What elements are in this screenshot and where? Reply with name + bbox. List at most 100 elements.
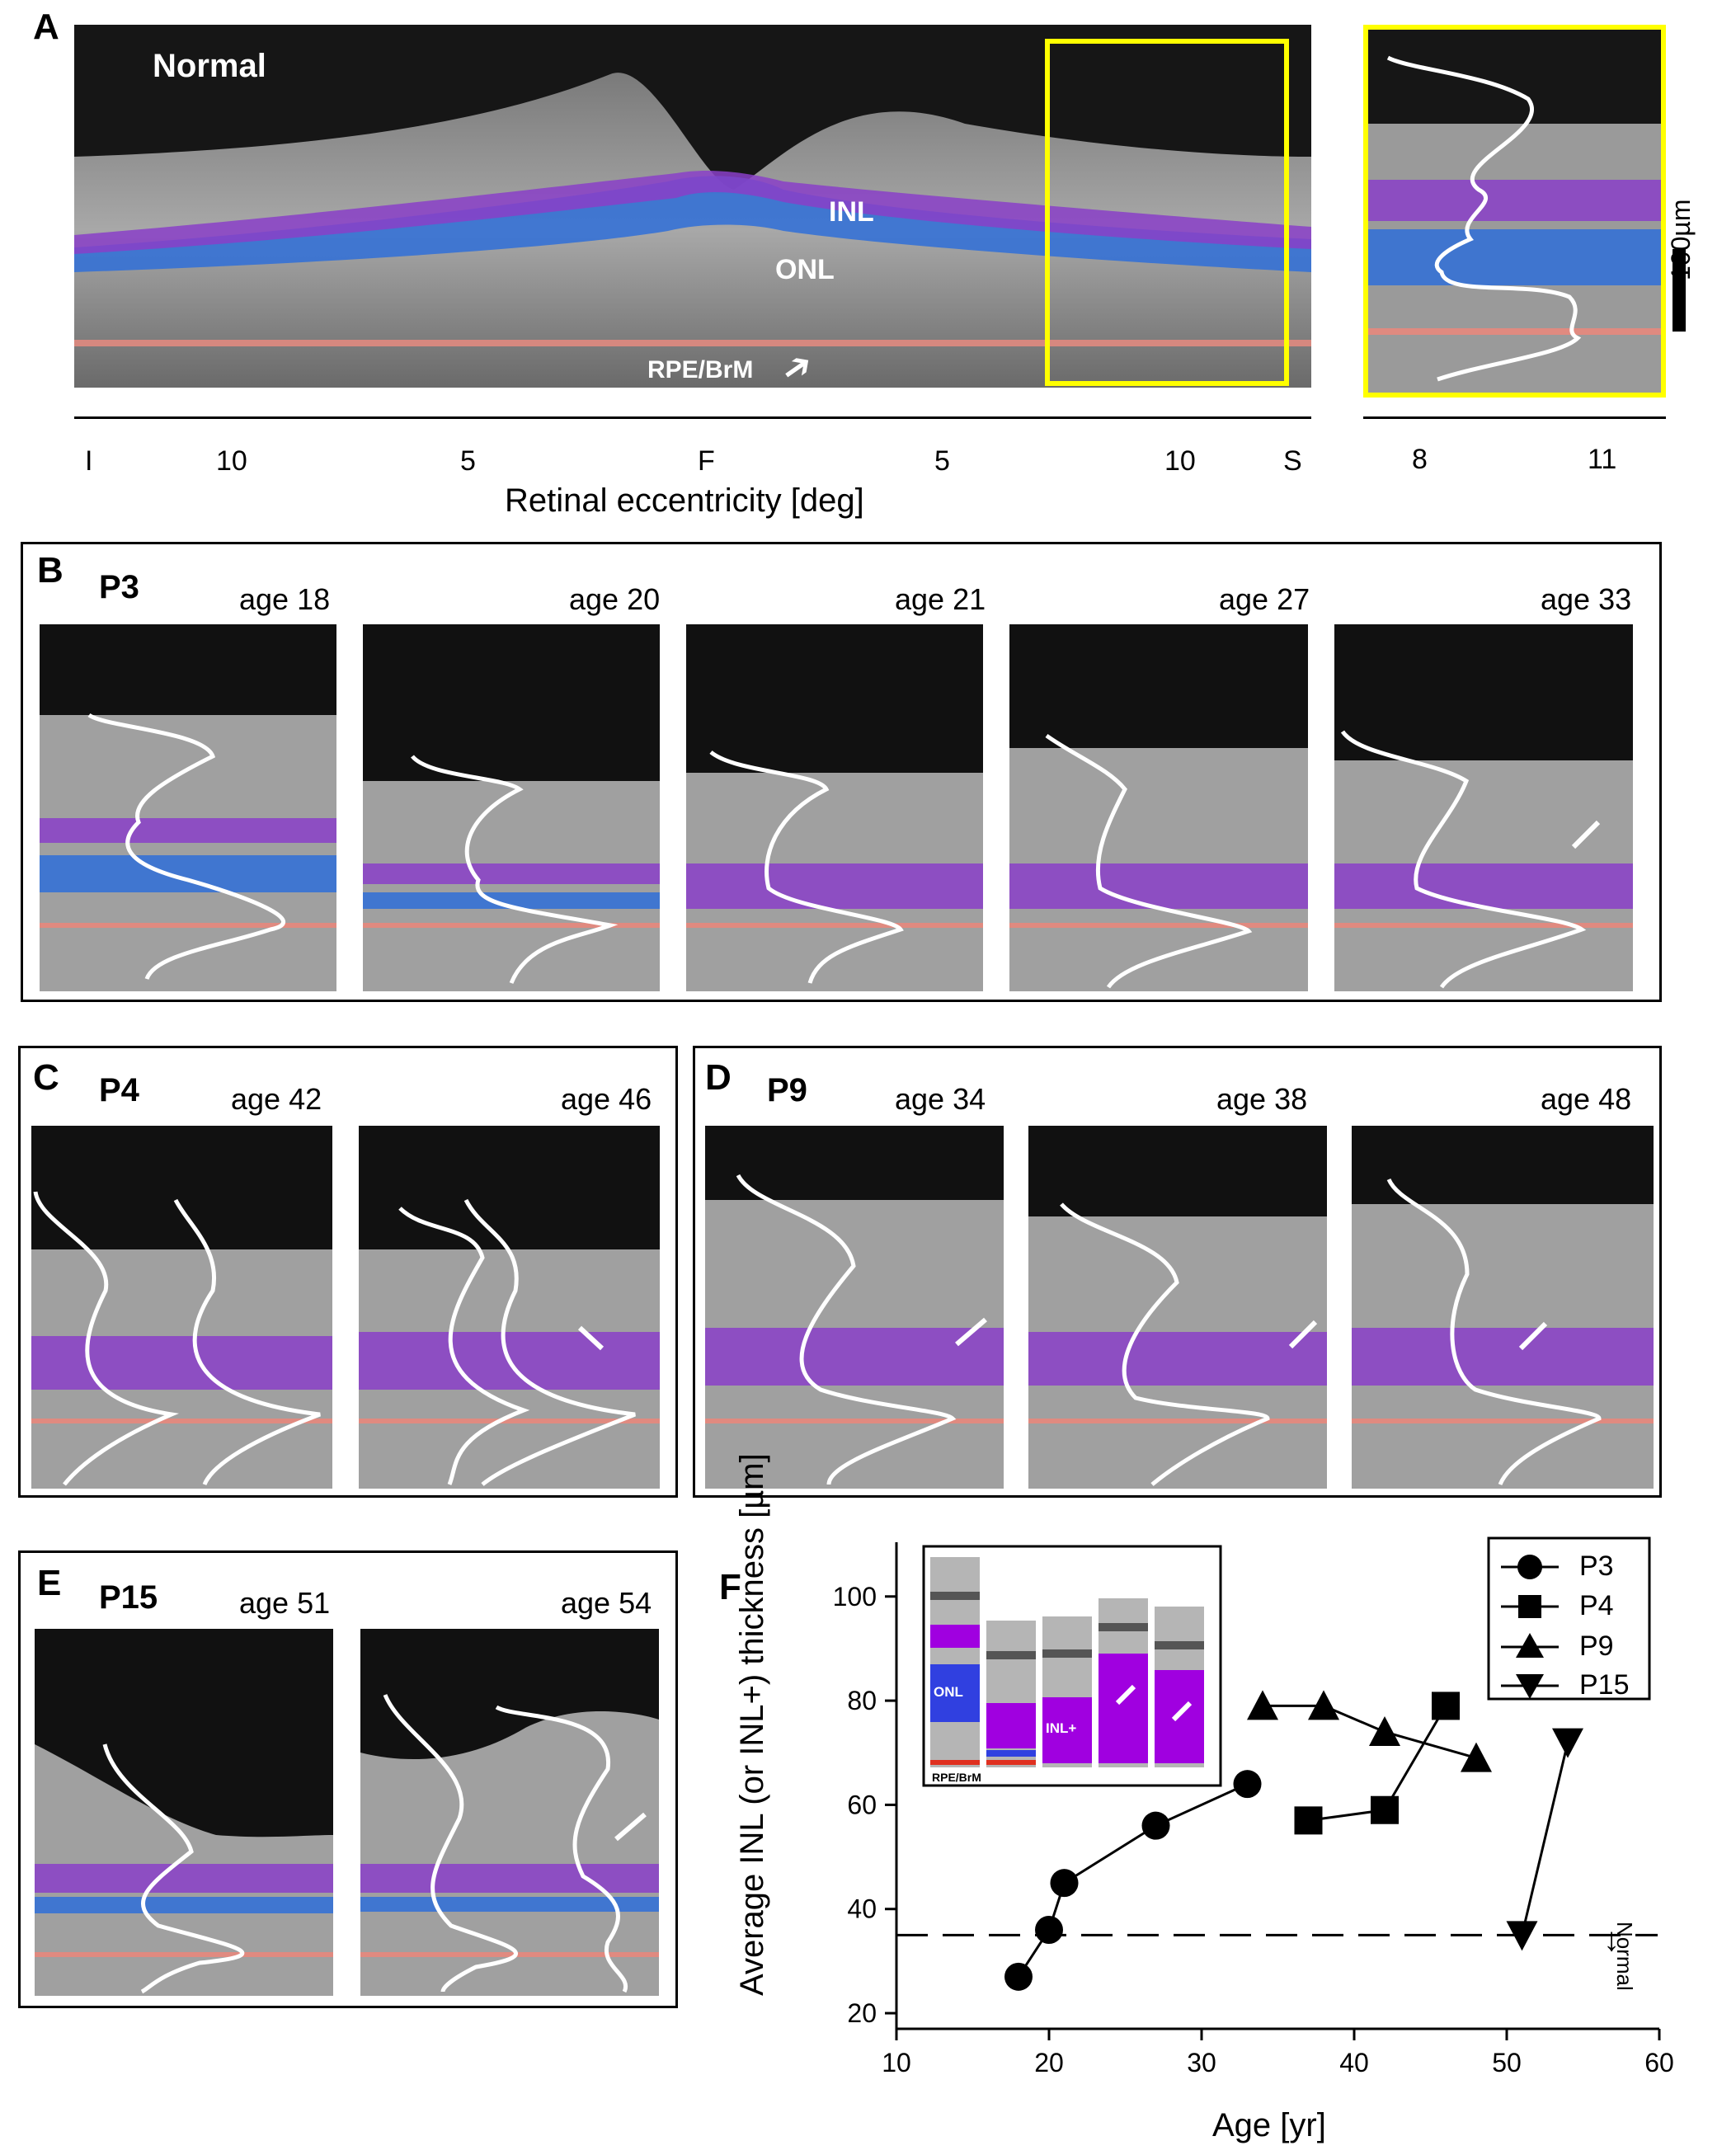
oct-inset-scan: [1363, 25, 1666, 398]
inset-tick-11: 11: [1588, 444, 1617, 475]
panel-c-age-1: age 42: [231, 1082, 322, 1116]
panel-a-inset: [1363, 25, 1666, 398]
panel-e-age-1: age 51: [239, 1586, 331, 1620]
oct-main-scan: [74, 25, 1311, 388]
rpe-label: RPE/BrM: [647, 356, 754, 383]
axis-tick-s: S: [1283, 445, 1302, 477]
axis-line-inset: [1363, 416, 1666, 419]
panel-e-label: E: [37, 1563, 62, 1603]
normal-down-arrow-icon: ↓: [1603, 1922, 1620, 1958]
c-scan-2: [359, 1126, 660, 1489]
panel-b-age-1: age 18: [239, 582, 331, 616]
legend-marker-p3: [1517, 1555, 1542, 1579]
point-p9: [1369, 1716, 1400, 1746]
x-tick-label: 20: [1034, 2048, 1064, 2077]
d-scan-2: [1028, 1126, 1327, 1489]
x-tick-label: 10: [882, 2048, 911, 2077]
panel-d-age-2: age 38: [1216, 1082, 1308, 1116]
b-scan-5: [1334, 624, 1633, 991]
y-tick-label: 100: [833, 1582, 877, 1612]
axis-tick-f: F: [698, 445, 715, 477]
e-scan-1: [35, 1629, 333, 1996]
region-box: [1045, 39, 1289, 386]
point-p3: [1050, 1869, 1079, 1898]
chart-marks: [1004, 1690, 1583, 1991]
y-tick-label: 40: [847, 1894, 877, 1924]
panel-b-age-3: age 21: [895, 582, 986, 616]
scale-label: 100µm: [1666, 199, 1696, 280]
inset-inl-plus-label: INL+: [1046, 1720, 1077, 1736]
panel-d-age-1: age 34: [895, 1082, 986, 1116]
point-p15: [1506, 1921, 1538, 1951]
rpe-line: [74, 340, 1311, 346]
point-p9: [1247, 1690, 1278, 1720]
point-p3: [1233, 1770, 1262, 1799]
x-axis-label: Age [yr]: [1212, 2107, 1326, 2143]
onl-band: [74, 176, 1311, 272]
point-p4: [1294, 1806, 1323, 1835]
b-scan-1: [40, 624, 336, 991]
point-p9: [1461, 1742, 1492, 1772]
point-p9: [1308, 1690, 1339, 1720]
series-line-p15: [1521, 1742, 1569, 1936]
inset-tick-8: 8: [1412, 444, 1428, 475]
axis-tick-5-right: 5: [934, 445, 950, 477]
d-scan-1: [705, 1126, 1004, 1489]
axis-tick-10-right: 10: [1164, 445, 1196, 477]
y-tick-label: 20: [847, 1998, 877, 2028]
panel-b-patient: P3: [99, 569, 139, 605]
inset-rpe-label: RPE/BrM: [932, 1771, 981, 1784]
panel-b-age-2: age 20: [569, 582, 661, 616]
panel-b-scans: [40, 624, 1633, 991]
panel-c-frame: [18, 1046, 678, 1498]
b-scan-4: [1009, 624, 1308, 991]
normal-label: Normal: [153, 48, 266, 84]
panel-c-scans: [31, 1126, 660, 1489]
panel-e-patient: P15: [99, 1579, 158, 1616]
point-p3: [1035, 1916, 1063, 1944]
legend-label-p15: P15: [1579, 1669, 1630, 1701]
x-tick-label: 50: [1492, 2048, 1522, 2077]
axis-tick-i: I: [85, 445, 93, 477]
point-p15: [1552, 1728, 1583, 1758]
onl-label: ONL: [775, 254, 835, 285]
axis-line-main: [74, 416, 1311, 419]
panel-e-frame: [18, 1550, 678, 2008]
point-p3: [1004, 1962, 1033, 1991]
chart-legend: [1487, 1536, 1651, 1701]
panel-e-age-2: age 54: [561, 1586, 652, 1620]
scale-bar: [1672, 249, 1686, 332]
b-scan-3: [686, 624, 983, 991]
panel-d-age-3: age 48: [1541, 1082, 1632, 1116]
x-tick-label: 60: [1644, 2048, 1674, 2077]
d-scan-3: [1352, 1126, 1654, 1489]
axis-tick-10-left: 10: [216, 445, 247, 477]
chart-inset: [922, 1545, 1222, 1787]
panel-d-label: D: [705, 1057, 732, 1098]
panel-c-age-2: age 46: [561, 1082, 652, 1116]
panel-d-scans: [705, 1126, 1654, 1489]
e-scan-2: [360, 1629, 659, 1996]
panel-b-label: B: [37, 550, 64, 591]
panel-a-label: A: [33, 7, 59, 47]
b-scan-2: [363, 624, 660, 991]
inset-onl-label: ONL: [934, 1684, 963, 1700]
legend-label-p9: P9: [1579, 1630, 1614, 1662]
legend-marker-p15: [1516, 1674, 1544, 1699]
panel-b-frame: [21, 542, 1662, 1002]
legend-label-p3: P3: [1579, 1550, 1614, 1582]
x-tick-label: 40: [1339, 2048, 1369, 2077]
axis-tick-5-left: 5: [460, 445, 476, 477]
inl-label: INL: [829, 196, 874, 228]
c-scan-1: [31, 1126, 332, 1489]
inl-band: [74, 171, 1311, 254]
legend-marker-p4: [1518, 1595, 1541, 1618]
panel-b-age-5: age 33: [1541, 582, 1632, 616]
y-tick-label: 80: [847, 1686, 877, 1715]
x-tick-label: 30: [1187, 2048, 1216, 2077]
point-p3: [1141, 1811, 1170, 1840]
panel-f-label: F: [719, 1567, 741, 1607]
point-p4: [1432, 1692, 1460, 1720]
